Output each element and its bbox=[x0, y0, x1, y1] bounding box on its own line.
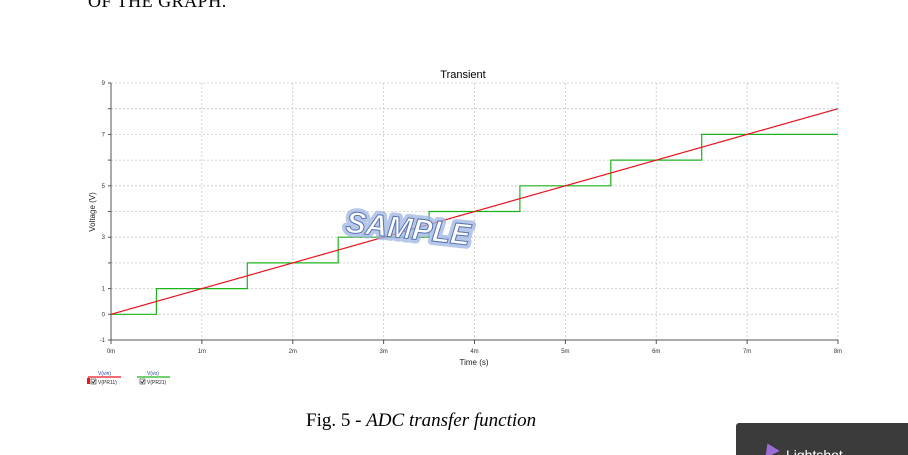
legend-header: V(vin) bbox=[98, 371, 111, 377]
y-axis-label: Voltage (V) bbox=[88, 192, 97, 232]
page-heading-fragment: OF THE GRAPH. bbox=[88, 0, 227, 11]
x-tick-label: 3m bbox=[379, 349, 387, 355]
x-tick-label: 5m bbox=[561, 349, 569, 355]
figure-caption: Fig. 5 - ADC transfer function bbox=[306, 410, 536, 432]
y-tick-label: 9 bbox=[102, 81, 106, 87]
x-tick-label: 6m bbox=[652, 349, 660, 355]
x-tick-label: 0m bbox=[107, 349, 115, 355]
x-tick-label: 4m bbox=[470, 349, 478, 355]
x-tick-label: 8m bbox=[834, 349, 842, 355]
y-tick-label: 1 bbox=[102, 287, 106, 293]
transient-chart: SAMPLE SAMPLE 0m 1m 2m 3m 4m 5m 6m 7m 8m-1013579… bbox=[87, 69, 843, 386]
legend-checkbox bbox=[90, 378, 97, 385]
axes: 0m 1m 2m 3m 4m 5m 6m 7m 8m -1 0 1 3 5 7 9 bbox=[100, 81, 843, 355]
series-group bbox=[110, 108, 839, 315]
legend: V(vin) V(PR11) V(vo) V(PR21) bbox=[87, 371, 170, 386]
lightshot-toast[interactable]: Lightshot bbox=[736, 423, 908, 455]
caption-prefix: Fig. 5 - bbox=[306, 410, 367, 431]
x-tick-label: 7m bbox=[743, 349, 751, 355]
x-tick-label: 2m bbox=[289, 349, 297, 355]
y-tick-label: 0 bbox=[102, 312, 106, 318]
legend-selected-marker bbox=[87, 378, 90, 384]
y-tick-label: 5 bbox=[102, 184, 106, 190]
caption-title: ADC transfer function bbox=[366, 410, 537, 431]
legend-series-name: V(PR21) bbox=[147, 380, 167, 386]
y-tick-label: 3 bbox=[102, 235, 106, 241]
lightshot-label: Lightshot bbox=[786, 447, 843, 455]
chart-title: Transient bbox=[440, 69, 485, 81]
feather-icon bbox=[760, 440, 780, 455]
y-tick-label: 7 bbox=[102, 132, 106, 138]
y-tick-label: -1 bbox=[100, 338, 106, 344]
legend-check-icon bbox=[91, 379, 96, 384]
series-line-v-pr11- bbox=[110, 108, 839, 315]
legend-series-name: V(PR11) bbox=[98, 380, 117, 386]
x-tick-label: 1m bbox=[198, 349, 206, 355]
legend-checkbox bbox=[139, 378, 146, 385]
x-axis-label: Time (s) bbox=[459, 358, 488, 367]
legend-header: V(vo) bbox=[147, 371, 159, 377]
grid-lines bbox=[110, 82, 839, 341]
legend-check-icon bbox=[140, 379, 145, 384]
